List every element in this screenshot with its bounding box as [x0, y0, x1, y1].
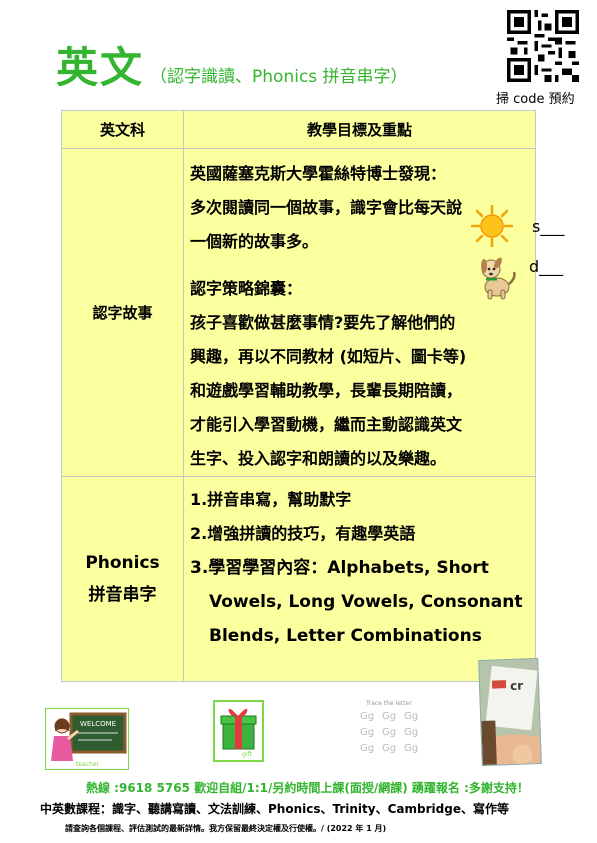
- table-row: 認字故事 英國薩塞克斯大學霍絲特博士發現： 多次閱讀同一個故事，識字會比每天說 …: [61, 148, 564, 477]
- teacher-icon: WELCOME teacher: [51, 712, 127, 768]
- trace-letter: Gg: [382, 743, 396, 754]
- text-line: 興趣，再以不同教材 (如短片、圖卡等): [190, 347, 467, 366]
- trace-letter: Gg: [404, 743, 418, 754]
- fill-blank-s: s___: [532, 217, 565, 236]
- trace-letter-worksheet: Trace the letter Gg Gg Gg Gg Gg Gg Gg Gg…: [356, 697, 436, 757]
- row-label-phonics-zh: 拼音串字: [88, 585, 157, 605]
- trace-letter: Gg: [382, 711, 396, 722]
- page-title-row: 英文 （認字識讀、Phonics 拼音串字）: [56, 34, 408, 95]
- row-label-phonics-en: Phonics: [85, 553, 160, 573]
- page-subtitle: （認字識讀、Phonics 拼音串字）: [150, 67, 408, 87]
- gift-caption: gift: [242, 751, 252, 758]
- row-label-story: 認字故事: [61, 148, 184, 477]
- phonics-content-cell: 1.拼音串寫，幫助默字 2.增強拼讀的技巧，有趣學英語 3.學習學習內容：Alp…: [183, 476, 536, 682]
- board-text: WELCOME: [80, 720, 116, 728]
- page-title: 英文: [56, 43, 145, 92]
- gift-illustration: gift: [213, 700, 264, 762]
- text-line: 1.拼音串寫，幫助默字: [190, 490, 352, 509]
- fill-blank-d: d___: [529, 257, 564, 276]
- sun-icon: [471, 205, 513, 247]
- row-label-phonics: Phonics 拼音串字: [61, 476, 184, 682]
- text-line: Vowels, Long Vowels, Consonant: [209, 592, 523, 612]
- qr-caption: 掃 code 預約: [496, 92, 575, 107]
- text-line: 生字、投入認字和朗讀的以及樂趣。: [190, 449, 447, 468]
- text-line: 一個新的故事多。: [190, 232, 319, 251]
- text-line: Blends, Letter Combinations: [209, 626, 482, 646]
- text-line: 英國薩塞克斯大學霍絲特博士發現：: [190, 164, 447, 183]
- gift-icon: gift: [220, 708, 257, 758]
- trace-letter: Gg: [404, 711, 418, 722]
- footnote-text: 請查詢各個課程、評估測試的最新詳情。我方保留最終決定權及行使權。/ (2022 …: [65, 824, 387, 833]
- text-line: 多次閱讀同一個故事，識字會比每天說: [190, 198, 463, 217]
- text-line: 2.增強拼讀的技巧，有趣學英語: [190, 524, 416, 543]
- courses-text: 中英數課程：識字、聽講寫讀、文法訓練、Phonics、Trinity、Cambr…: [40, 802, 509, 816]
- hotline-text: 熱線 :9618 5765 歡迎自組/1:1/另約時間上課(面授/網課) 踴躍報…: [86, 781, 529, 795]
- text-line: 和遊戲學習輔助教學，長輩長期陪讀，: [190, 381, 463, 400]
- trace-letter: Gg: [360, 727, 374, 738]
- trace-letter: Gg: [382, 727, 396, 738]
- text-line: 孩子喜歡做甚麼事情?要先了解他們的: [190, 313, 456, 332]
- column-header-goals: 教學目標及重點: [183, 110, 536, 149]
- table-row: Phonics 拼音串字 1.拼音串寫，幫助默字 2.增強拼讀的技巧，有趣學英語…: [61, 476, 536, 682]
- photo-icon: cr: [479, 659, 541, 765]
- trace-letter: Gg: [360, 743, 374, 754]
- photo-text: cr: [510, 679, 524, 693]
- text-line: 才能引入學習動機，繼而主動認識英文: [190, 415, 463, 434]
- column-header-subject: 英文科: [61, 110, 184, 149]
- trace-letter: Gg: [404, 727, 418, 738]
- teacher-caption: teacher: [76, 761, 100, 768]
- dog-icon: [481, 257, 516, 300]
- curriculum-table: 英文科 教學目標及重點 認字故事 英國薩塞克斯大學霍絲特博士發現： 多次閱讀同一…: [61, 110, 564, 682]
- trace-title: Trace the letter: [365, 700, 412, 707]
- teacher-illustration: WELCOME teacher: [45, 708, 129, 770]
- trace-worksheet-icon: Trace the letter Gg Gg Gg Gg Gg Gg Gg Gg…: [360, 700, 418, 754]
- text-line: 認字策略錦囊：: [190, 279, 303, 298]
- story-content-cell: 英國薩塞克斯大學霍絲特博士發現： 多次閱讀同一個故事，識字會比每天說 一個新的故…: [183, 148, 564, 477]
- child-writing-photo: cr: [478, 657, 542, 767]
- qr-code-icon[interactable]: [507, 10, 579, 82]
- trace-letter: Gg: [360, 711, 374, 722]
- text-line: 3.學習學習內容：Alphabets, Short: [190, 558, 489, 578]
- table-header-row: 英文科 教學目標及重點: [61, 110, 536, 149]
